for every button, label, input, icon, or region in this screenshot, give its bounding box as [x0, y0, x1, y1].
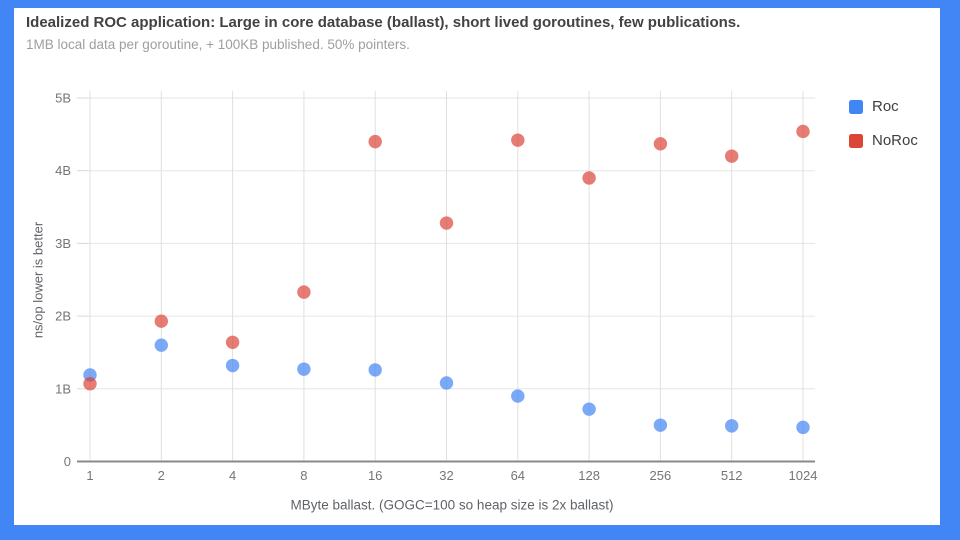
x-tick-label: 32 — [439, 468, 453, 483]
data-point-roc-1024[interactable] — [796, 420, 810, 435]
x-tick-label: 1 — [86, 468, 93, 483]
data-point-noroc-128[interactable] — [582, 171, 596, 185]
y-tick-label: 1B — [55, 381, 71, 396]
data-point-noroc-1024[interactable] — [796, 124, 810, 139]
chart-panel: Idealized ROC application: Large in core… — [14, 8, 940, 525]
legend-item-noroc[interactable]: NoRoc — [849, 132, 918, 149]
y-tick-label: 3B — [55, 236, 71, 251]
x-tick-label: 4 — [229, 468, 236, 483]
x-tick-label: 512 — [721, 468, 743, 483]
data-point-roc-8[interactable] — [297, 362, 311, 376]
noroc-swatch-icon — [849, 133, 863, 148]
y-tick-label: 5B — [55, 91, 71, 106]
data-point-roc-2[interactable] — [154, 338, 168, 352]
x-tick-label: 2 — [158, 468, 165, 483]
data-point-roc-128[interactable] — [582, 402, 596, 416]
x-tick-label: 64 — [511, 468, 525, 483]
y-tick-label: 0 — [64, 454, 71, 469]
x-tick-label: 128 — [578, 468, 600, 483]
legend-label-roc: Roc — [872, 98, 899, 115]
data-point-roc-16[interactable] — [368, 363, 382, 377]
data-point-roc-512[interactable] — [725, 419, 739, 433]
chart-title: Idealized ROC application: Large in core… — [26, 14, 741, 31]
y-tick-label: 4B — [55, 163, 71, 178]
y-axis-title: ns/op lower is better — [30, 221, 46, 339]
data-point-roc-4[interactable] — [225, 358, 240, 373]
y-tick-label: 2B — [55, 309, 71, 324]
data-point-noroc-4[interactable] — [225, 335, 240, 349]
data-point-noroc-16[interactable] — [368, 134, 382, 149]
x-tick-label: 8 — [300, 468, 307, 483]
x-tick-label: 1024 — [789, 468, 818, 483]
data-point-roc-256[interactable] — [653, 418, 668, 432]
chart-subtitle: 1MB local data per goroutine, + 100KB pu… — [26, 37, 410, 52]
data-point-noroc-8[interactable] — [297, 285, 311, 299]
data-point-noroc-2[interactable] — [154, 314, 168, 328]
data-point-roc-32[interactable] — [439, 376, 454, 390]
data-point-roc-64[interactable] — [511, 389, 525, 403]
legend-item-roc[interactable]: Roc — [849, 98, 899, 115]
x-tick-label: 16 — [368, 468, 382, 483]
data-point-noroc-1[interactable] — [83, 377, 97, 391]
legend-label-noroc: NoRoc — [872, 132, 918, 149]
x-tick-label: 256 — [650, 468, 672, 483]
data-point-noroc-512[interactable] — [725, 149, 739, 163]
scatter-chart: 0 1B 2B 3B 4B 5B 1 2 4 8 16 32 64 128 256 512 1024 — [55, 91, 818, 484]
data-point-noroc-64[interactable] — [511, 133, 525, 147]
x-axis-title: MByte ballast. (GOGC=100 so heap size is… — [290, 497, 614, 513]
data-point-noroc-256[interactable] — [653, 137, 668, 151]
roc-swatch-icon — [849, 99, 863, 114]
data-point-noroc-32[interactable] — [439, 216, 454, 230]
